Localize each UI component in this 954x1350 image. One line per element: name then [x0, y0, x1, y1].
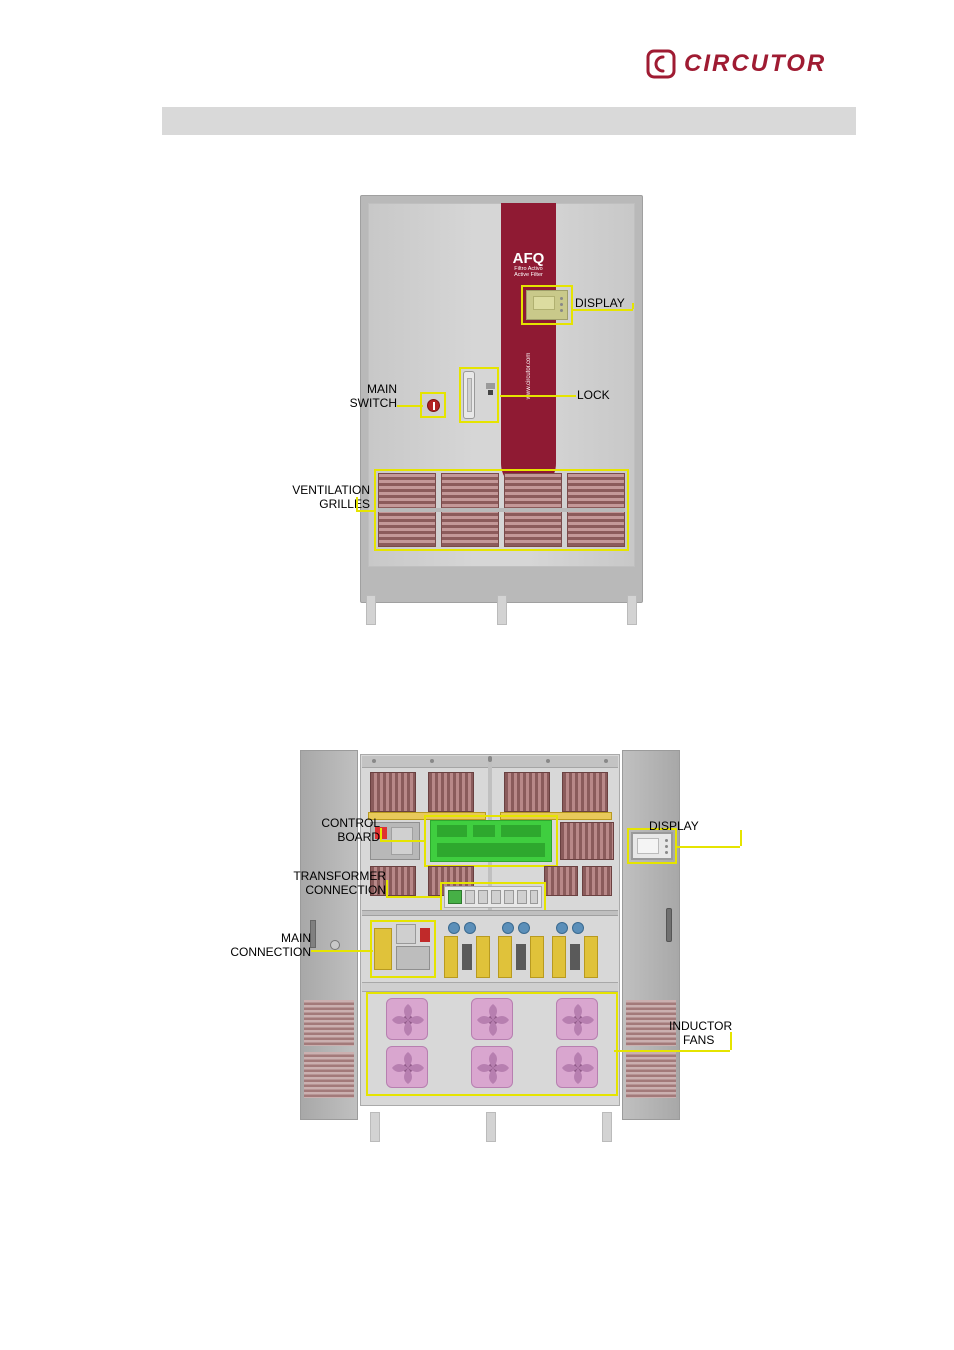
inductor-assembly — [552, 936, 598, 978]
cabinet-leg — [486, 1112, 496, 1142]
inductor-assembly — [444, 936, 490, 978]
label-display-2: DISPLAY — [649, 820, 699, 834]
label-inductor-fans: INDUCTORFANS — [669, 1020, 732, 1048]
afq-banner: AFQ Filtro Activo Active Filter www.circ… — [501, 203, 556, 491]
cabinet-leg — [627, 595, 637, 625]
inductor-assembly — [498, 936, 544, 978]
label-control-board: CONTROLBOARD — [316, 817, 380, 845]
label-transformer: TRANSFORMERCONNECTION — [286, 870, 386, 898]
label-main-switch: MAINSWITCH — [349, 383, 397, 411]
figure-open-cabinet — [300, 750, 680, 1120]
afq-title: AFQ — [501, 251, 556, 266]
brand-icon — [646, 49, 676, 79]
afq-url: www.circutor.com — [526, 353, 532, 400]
cabinet-leg — [602, 1112, 612, 1142]
cabinet-leg — [366, 595, 376, 625]
cabinet-leg — [497, 595, 507, 625]
cabinet-leg — [370, 1112, 380, 1142]
header-bar — [162, 107, 856, 135]
afq-sub2: Active Filter — [501, 272, 556, 278]
label-lock: LOCK — [577, 389, 610, 403]
label-main-connection: MAINCONNECTION — [227, 932, 311, 960]
brand-text: CIRCUTOR — [684, 50, 826, 78]
brand-logo: CIRCUTOR — [646, 48, 856, 80]
